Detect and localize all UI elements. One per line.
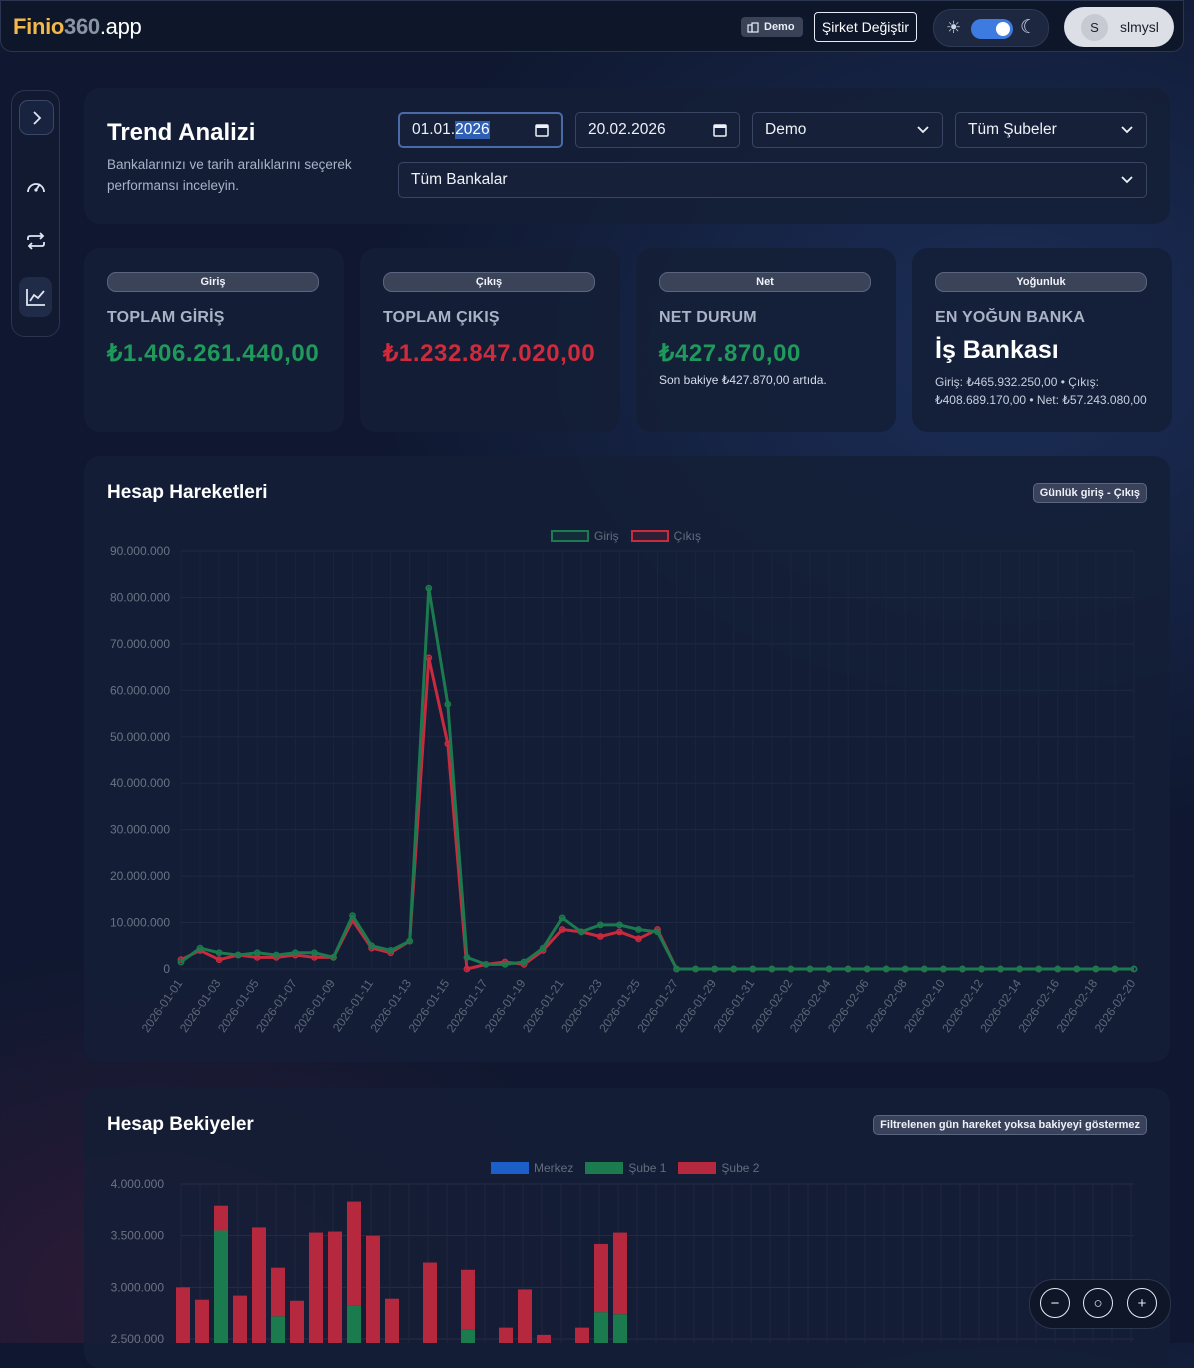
legend-label-sube2: Şube 2 [721,1161,760,1175]
line-chart-icon [25,289,45,306]
chevron-down-icon [917,126,929,134]
legend-swatch-outflow [630,530,669,542]
toggle-knob [996,22,1010,36]
legend-item-sube1[interactable]: Şube 1 [585,1161,666,1175]
stat-card-net: Net NET DURUM ₺427.870,00 Son bakiye ₺42… [636,248,896,432]
theme-switcher: ☀ ☾ [933,9,1049,47]
stat-pill: Yoğunluk [935,272,1147,292]
balances-chip: Filtrelenen gün hareket yoksa bakiyeyi g… [873,1115,1147,1135]
stat-value: ₺1.406.261.440,00 [107,340,320,367]
zoom-reset-button[interactable]: ○ [1083,1288,1113,1318]
brand-part-1: Finio [13,14,65,39]
side-nav [11,90,60,337]
chevron-down-icon [1121,176,1133,184]
demo-badge: Demo [741,17,803,37]
legend-swatch-inflow [551,530,589,542]
company-select-value: Demo [765,121,807,138]
stat-label: TOPLAM GİRİŞ [107,309,225,326]
nav-dashboard[interactable] [19,169,52,202]
legend-item-sube2[interactable]: Şube 2 [678,1161,759,1175]
page-title: Trend Analizi [107,119,256,146]
chevron-right-icon [32,110,41,125]
filter-card [84,88,1170,224]
avatar: S [1081,14,1108,41]
stat-value: ₺1.232.847.020,00 [383,340,596,367]
expand-nav-button[interactable] [19,100,54,135]
balances-legend: Merkez Şube 1 Şube 2 [491,1161,763,1175]
user-menu[interactable]: S slmysl [1064,7,1174,47]
start-date-input[interactable]: 01.01. 2026 [398,112,563,148]
movements-title: Hesap Hareketleri [107,482,268,503]
end-date-input[interactable]: 20.02.2026 [575,112,740,148]
username: slmysl [1120,19,1159,35]
stat-note: Son bakiye ₺427.870,00 artıda. [659,373,827,387]
chevron-down-icon [1121,126,1133,134]
stat-pill: Giriş [107,272,319,292]
end-date-value: 20.02.2026 [588,121,666,138]
stat-detail: Giriş: ₺465.932.250,00 • Çıkış: ₺408.689… [935,375,1147,407]
nav-transactions[interactable] [19,224,52,257]
stat-pill: Çıkış [383,272,595,292]
company-select[interactable]: Demo [752,112,943,148]
demo-badge-label: Demo [764,21,795,33]
page-subtitle: Bankalarınızı ve tarih aralıklarını seçe… [107,157,352,193]
nav-trend-analysis[interactable] [19,277,52,317]
zoom-in-button[interactable]: + [1127,1288,1157,1318]
brand-part-3: .app [99,14,142,39]
legend-label-outflow: Çıkış [673,529,702,543]
brand-part-2: 360 [64,14,100,39]
stat-label: EN YOĞUN BANKA [935,309,1086,326]
stat-card-busiest-bank: Yoğunluk EN YOĞUN BANKA İş Bankası Giriş… [912,248,1172,432]
legend-swatch-sube1 [585,1162,624,1174]
start-date-selected-year: 2026 [455,121,490,139]
bank-select[interactable]: Tüm Bankalar [398,162,1147,198]
top-bar: Finio360.app Demo Şirket Değiştir ☀ ☾ S … [0,0,1184,52]
branch-select-value: Tüm Şubeler [968,121,1057,138]
legend-swatch-merkez [491,1162,529,1174]
branch-select[interactable]: Tüm Şubeler [955,112,1147,148]
legend-label-merkez: Merkez [534,1161,574,1175]
zoom-controls: − ○ + [1029,1279,1171,1329]
legend-item-merkez[interactable]: Merkez [491,1161,573,1175]
legend-item-inflow[interactable]: Giriş [551,529,619,543]
start-date-prefix: 01.01. [412,121,456,138]
building-icon [747,21,759,33]
bank-select-value: Tüm Bankalar [411,171,508,188]
movements-card [84,456,1170,1062]
repeat-icon [26,231,45,250]
sun-icon: ☀ [946,18,962,37]
theme-toggle[interactable] [971,19,1013,39]
moon-icon: ☾ [1020,17,1038,38]
stat-bank-name: İş Bankası [935,336,1059,364]
legend-item-outflow[interactable]: Çıkış [630,529,702,543]
legend-label-inflow: Giriş [594,529,619,543]
stat-card-total-inflow: Giriş TOPLAM GİRİŞ ₺1.406.261.440,00 [84,248,344,432]
stat-pill: Net [659,272,871,292]
brand-logo[interactable]: Finio360.app [13,14,142,40]
balances-title: Hesap Bekiyeler [107,1114,254,1135]
stat-value: ₺427.870,00 [659,340,801,367]
switch-company-button[interactable]: Şirket Değiştir [814,12,917,42]
stat-label: TOPLAM ÇIKIŞ [383,309,500,326]
zoom-out-button[interactable]: − [1040,1288,1070,1318]
legend-label-sube1: Şube 1 [628,1161,667,1175]
movements-legend: Giriş Çıkış [551,529,705,543]
calendar-icon[interactable] [535,123,549,137]
stat-card-total-outflow: Çıkış TOPLAM ÇIKIŞ ₺1.232.847.020,00 [360,248,620,432]
calendar-icon[interactable] [713,123,727,137]
movements-chip: Günlük giriş - Çıkış [1032,483,1147,503]
gauge-icon [26,182,45,192]
legend-swatch-sube2 [678,1162,717,1174]
stat-label: NET DURUM [659,309,757,326]
